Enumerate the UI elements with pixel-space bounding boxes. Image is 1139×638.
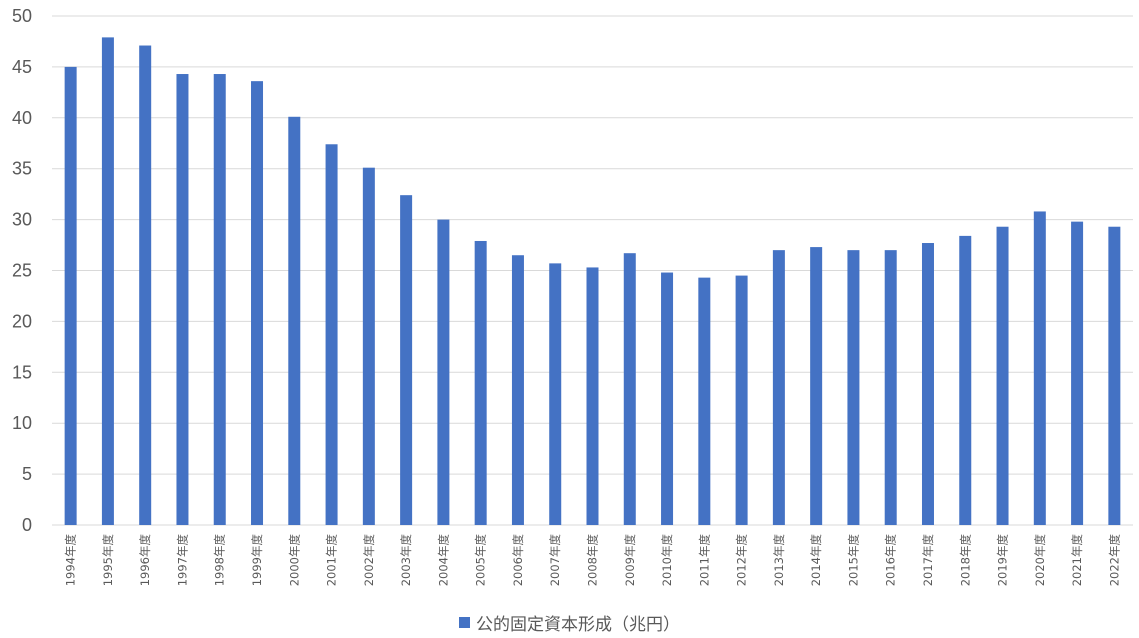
y-tick-label: 0: [22, 515, 32, 535]
x-tick-label: 2011年度: [697, 534, 711, 587]
x-tick-label: 1996年度: [138, 534, 152, 587]
bar: [1108, 226, 1121, 525]
x-tick-label: 2008年度: [586, 534, 600, 587]
y-tick-label: 10: [12, 413, 32, 433]
bar: [64, 66, 77, 526]
x-tick-label: 2013年度: [772, 534, 786, 587]
x-tick-label: 2018年度: [958, 534, 972, 587]
x-tick-label: 2019年度: [996, 534, 1010, 587]
bar: [959, 235, 972, 525]
x-tick-label: 2004年度: [436, 534, 450, 587]
bar: [400, 195, 413, 525]
legend: 公的固定資本形成（兆円）: [0, 610, 1139, 635]
bar: [1033, 211, 1046, 525]
x-tick-label: 2022年度: [1107, 534, 1121, 587]
bar: [511, 255, 524, 526]
bar: [735, 275, 748, 525]
bar: [437, 219, 450, 525]
bar: [362, 167, 375, 525]
x-tick-label: 2003年度: [399, 534, 413, 587]
x-tick-label: 1998年度: [213, 534, 227, 587]
x-axis-ticks: 1994年度 1995年度 1996年度 1997年度 1998年度 1999年度 2000…: [64, 534, 1122, 587]
y-tick-label: 40: [12, 108, 32, 128]
bar: [549, 263, 562, 525]
y-tick-label: 45: [12, 57, 32, 77]
bar: [772, 250, 785, 525]
y-tick-label: 25: [12, 261, 32, 281]
legend-swatch: [459, 617, 470, 628]
bar: [661, 272, 674, 525]
x-tick-label: 1999年度: [250, 534, 264, 587]
bars: [64, 37, 1121, 526]
x-tick-label: 2015年度: [846, 534, 860, 587]
x-tick-label: 2021年度: [1070, 534, 1084, 587]
bar: [698, 277, 711, 525]
x-tick-label: 2007年度: [548, 534, 562, 587]
x-tick-label: 2006年度: [511, 534, 525, 587]
bar: [810, 247, 823, 525]
bar: [474, 240, 487, 525]
y-tick-label: 15: [12, 362, 32, 382]
x-tick-label: 2016年度: [884, 534, 898, 587]
x-tick-label: 2012年度: [735, 534, 749, 587]
y-tick-label: 30: [12, 210, 32, 230]
bar: [1071, 221, 1084, 526]
x-tick-label: 2005年度: [474, 534, 488, 587]
y-tick-label: 35: [12, 159, 32, 179]
bar: [325, 144, 338, 525]
bar: [847, 250, 860, 525]
legend-label: 公的固定資本形成（兆円）: [476, 615, 680, 635]
y-tick-label: 20: [12, 311, 32, 331]
bar: [101, 37, 114, 526]
x-tick-label: 2002年度: [362, 534, 376, 587]
y-tick-label: 5: [22, 464, 32, 484]
bar: [213, 74, 226, 525]
x-tick-label: 2001年度: [325, 534, 339, 587]
x-tick-label: 2010年度: [660, 534, 674, 587]
bar: [921, 243, 934, 525]
x-tick-label: 1997年度: [175, 534, 189, 587]
bar: [623, 253, 636, 525]
bar: [176, 74, 189, 525]
bar: [139, 45, 152, 525]
x-tick-label: 2020年度: [1033, 534, 1047, 587]
bar: [251, 81, 264, 525]
y-axis-ticks: 0 5 10 15 20 25 30 35 40 45 50: [12, 6, 32, 535]
y-tick-label: 50: [12, 6, 32, 26]
bar: [996, 226, 1009, 525]
x-tick-label: 2017年度: [921, 534, 935, 587]
x-tick-label: 1995年度: [101, 534, 115, 587]
x-tick-label: 2009年度: [623, 534, 637, 587]
x-tick-label: 2000年度: [287, 534, 301, 587]
x-tick-label: 1994年度: [64, 534, 78, 587]
bar: [884, 250, 897, 525]
x-tick-label: 2014年度: [809, 534, 823, 587]
bar: [288, 116, 301, 526]
bar: [586, 267, 599, 525]
